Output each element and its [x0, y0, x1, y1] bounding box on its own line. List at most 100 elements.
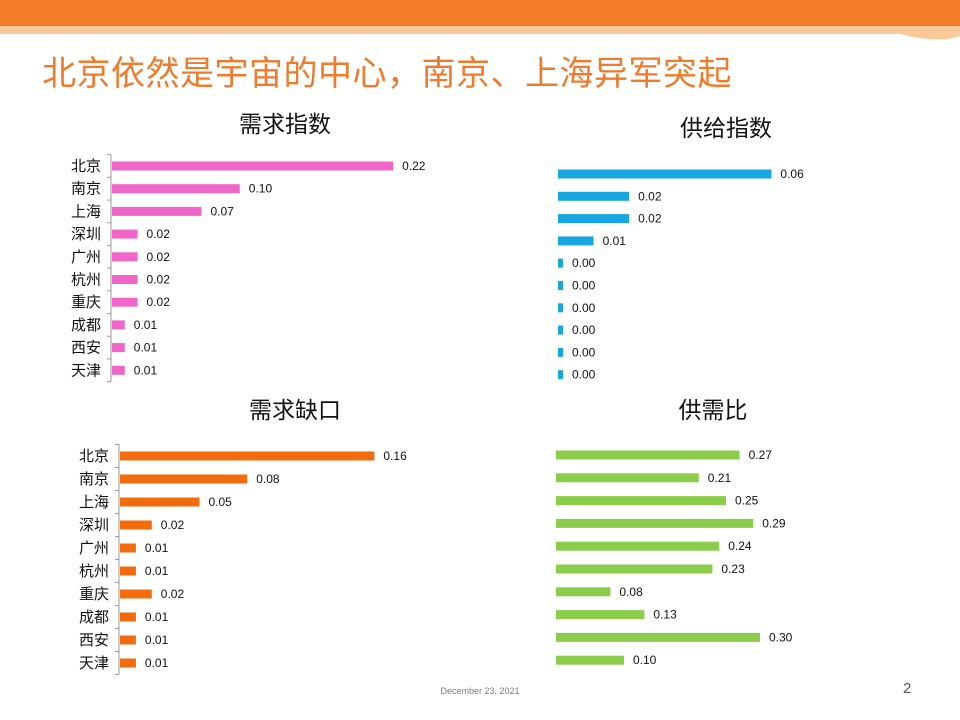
bar [556, 610, 645, 620]
bar [120, 451, 375, 461]
bar [558, 169, 772, 179]
category-label: 重庆 [71, 293, 101, 311]
data-label: 0.00 [572, 345, 596, 359]
category-label: 广州 [79, 539, 109, 557]
category-label: 上海 [71, 202, 101, 220]
data-label: 0.21 [708, 471, 732, 485]
bar [556, 587, 611, 597]
bar [558, 236, 594, 246]
bar [112, 229, 138, 239]
data-label: 0.05 [209, 495, 233, 509]
data-label: 0.01 [603, 234, 627, 248]
bar [120, 589, 152, 599]
bar [556, 496, 726, 506]
chart-title: 供给指数 [680, 116, 772, 142]
bar [120, 543, 136, 553]
data-label: 0.02 [161, 518, 185, 532]
bar [112, 275, 138, 284]
bar [558, 347, 563, 357]
bar [112, 252, 138, 262]
bar [120, 474, 248, 484]
data-label: 0.25 [735, 494, 759, 508]
data-label: 0.00 [572, 368, 596, 382]
bar [556, 450, 740, 460]
page-number: 2 [903, 680, 912, 697]
bar [120, 635, 136, 645]
bar [120, 658, 136, 668]
bar [120, 566, 136, 576]
category-label: 西安 [71, 339, 101, 357]
bar [112, 184, 240, 194]
category-label: 广州 [71, 248, 101, 266]
bar [558, 303, 563, 313]
category-label: 成都 [79, 608, 109, 626]
data-label: 0.23 [721, 562, 745, 576]
bar [556, 632, 760, 642]
data-label: 0.10 [633, 653, 657, 667]
data-label: 0.01 [145, 564, 169, 578]
footer-date: December 23, 2021 [440, 686, 520, 696]
bar [112, 206, 202, 216]
slide-title: 北京依然是宇宙的中心，南京、上海异军突起 [42, 54, 732, 94]
data-label: 0.01 [145, 656, 169, 670]
data-label: 0.22 [402, 159, 426, 173]
data-label: 0.01 [145, 541, 169, 555]
bar [120, 612, 136, 622]
data-label: 0.01 [145, 633, 169, 647]
bar [556, 564, 713, 574]
data-label: 0.30 [769, 630, 793, 644]
bar [112, 343, 125, 353]
category-label: 杭州 [79, 562, 109, 580]
category-label: 重庆 [79, 585, 109, 603]
category-label: 深圳 [79, 516, 109, 534]
data-label: 0.29 [762, 516, 786, 530]
category-label: 南京 [79, 470, 109, 488]
data-label: 0.16 [383, 449, 407, 463]
data-label: 0.01 [134, 363, 158, 377]
chart-title: 需求缺口 [249, 398, 341, 424]
bar [120, 497, 200, 507]
category-label: 杭州 [71, 271, 101, 289]
top-decorative-band [0, 0, 960, 40]
category-label: 北京 [79, 447, 109, 465]
bar [556, 518, 754, 528]
data-label: 0.10 [249, 182, 273, 196]
data-label: 0.08 [256, 472, 280, 486]
category-label: 深圳 [71, 225, 101, 243]
data-label: 0.07 [210, 204, 234, 218]
bar [558, 214, 630, 224]
data-label: 0.00 [572, 323, 596, 337]
bar [558, 370, 563, 380]
data-label: 0.13 [653, 608, 677, 622]
data-label: 0.02 [147, 295, 171, 309]
bar [558, 191, 630, 201]
category-label: 天津 [71, 361, 101, 379]
data-label: 0.02 [638, 189, 662, 203]
data-label: 0.02 [147, 273, 171, 287]
bar [558, 325, 563, 335]
bar [112, 161, 394, 171]
bar [112, 297, 138, 307]
category-label: 北京 [71, 157, 101, 175]
category-label: 南京 [71, 180, 101, 198]
bar [556, 655, 624, 665]
data-label: 0.01 [134, 318, 158, 332]
data-label: 0.27 [749, 448, 773, 462]
category-label: 成都 [71, 316, 101, 334]
category-label: 天津 [79, 654, 109, 672]
bar [112, 320, 125, 330]
bar [120, 520, 152, 530]
bar [112, 365, 125, 375]
chart-title: 供需比 [679, 398, 748, 424]
data-label: 0.02 [638, 212, 662, 226]
data-label: 0.02 [147, 227, 171, 241]
chart-title: 需求指数 [239, 112, 331, 138]
bar [556, 541, 720, 551]
data-label: 0.02 [147, 250, 171, 264]
data-label: 0.24 [728, 539, 752, 553]
data-label: 0.06 [780, 167, 804, 181]
